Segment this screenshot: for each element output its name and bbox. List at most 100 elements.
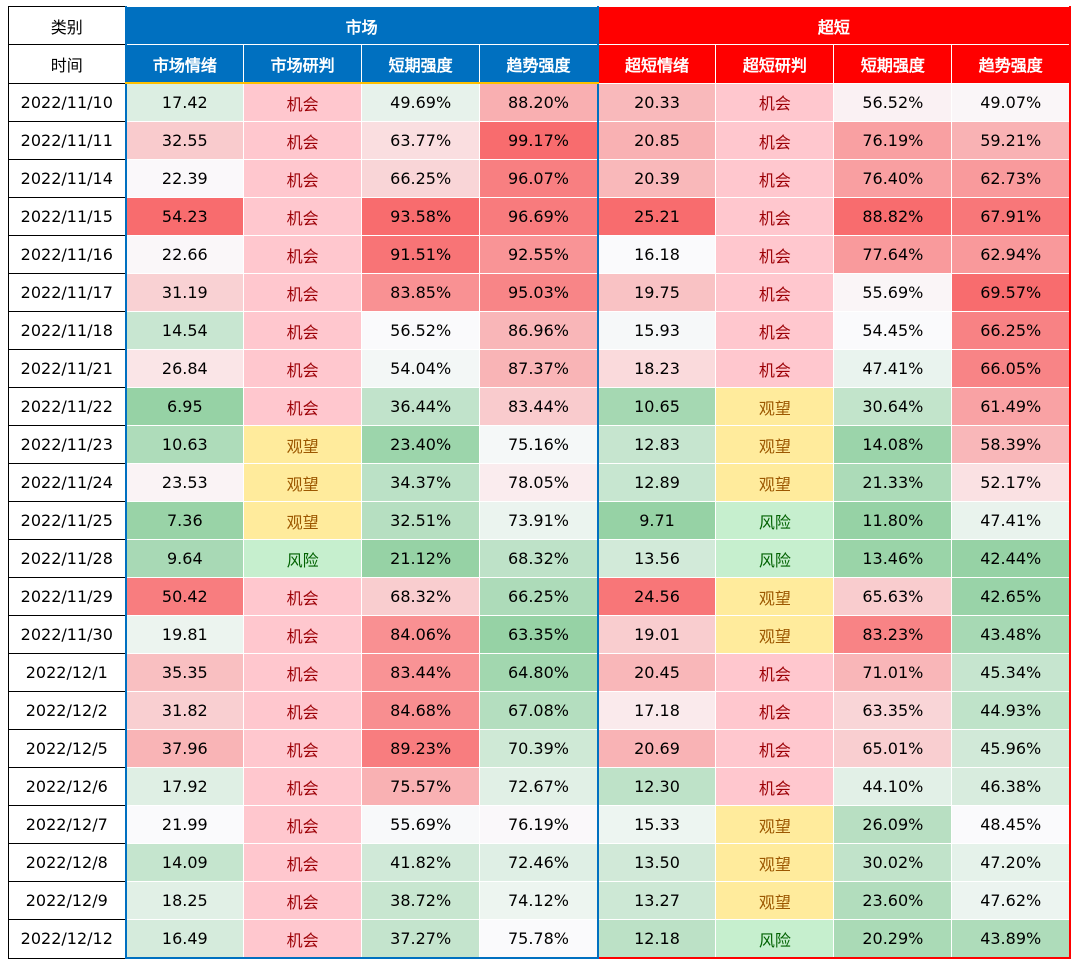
date-cell: 2022/11/29 [7,577,127,616]
header-cell: 短期强度 [361,44,481,84]
value-cell: 67.91% [951,197,1072,236]
value-cell: 83.44% [479,387,599,426]
date-cell: 2022/11/30 [7,615,127,654]
value-cell: 37.96 [124,729,245,768]
value-cell: 7.36 [124,501,245,540]
value-cell: 20.45 [596,653,717,692]
date-cell: 2022/11/22 [7,387,127,426]
date-cell: 2022/11/15 [7,197,127,236]
value-cell: 63.77% [361,121,481,160]
value-cell: 15.93 [596,311,717,350]
judgement-cell: 机会 [715,121,835,160]
date-cell: 2022/11/28 [7,539,127,578]
judgement-cell: 机会 [243,349,363,388]
value-cell: 21.33% [833,463,953,502]
judgement-cell: 风险 [243,539,363,578]
judgement-cell: 机会 [243,159,363,198]
judgement-cell: 机会 [243,197,363,236]
value-cell: 56.52% [833,82,953,122]
value-cell: 89.23% [361,729,481,768]
value-cell: 31.82 [124,691,245,730]
value-cell: 41.82% [361,843,481,882]
value-cell: 83.44% [361,653,481,692]
value-cell: 23.60% [833,881,953,920]
value-cell: 19.01 [596,615,717,654]
value-cell: 87.37% [479,349,599,388]
value-cell: 65.63% [833,577,953,616]
data-row: 2022/12/7 21.99 机会 55.69% 76.19% 15.33 观望 26.09… [7,805,1072,844]
value-cell: 42.44% [951,539,1072,578]
value-cell: 56.52% [361,311,481,350]
value-cell: 35.35 [124,653,245,692]
date-cell: 2022/11/11 [7,121,127,160]
judgement-cell: 机会 [715,767,835,806]
value-cell: 83.23% [833,615,953,654]
judgement-cell: 机会 [715,197,835,236]
value-cell: 18.25 [124,881,245,920]
value-cell: 14.54 [124,311,245,350]
judgement-cell: 机会 [715,235,835,274]
value-cell: 62.73% [951,159,1072,198]
value-cell: 91.51% [361,235,481,274]
value-cell: 48.45% [951,805,1072,844]
data-row: 2022/11/14 22.39 机会 66.25% 96.07% 20.39 机会 76.4… [7,159,1072,198]
date-cell: 2022/12/8 [7,843,127,882]
date-cell: 2022/11/18 [7,311,127,350]
value-cell: 18.23 [596,349,717,388]
value-cell: 30.64% [833,387,953,426]
value-cell: 92.55% [479,235,599,274]
value-cell: 9.64 [124,539,245,578]
value-cell: 88.82% [833,197,953,236]
date-cell: 2022/11/16 [7,235,127,274]
value-cell: 93.58% [361,197,481,236]
data-row: 2022/11/25 7.36 观望 32.51% 73.91% 9.71 风险 11.80%… [7,501,1072,540]
value-cell: 75.57% [361,767,481,806]
value-cell: 20.39 [596,159,717,198]
judgement-cell: 观望 [715,463,835,502]
date-cell: 2022/11/21 [7,349,127,388]
data-row: 2022/12/5 37.96 机会 89.23% 70.39% 20.69 机会 65.01… [7,729,1072,768]
judgement-cell: 机会 [243,729,363,768]
header-cell: 趋势强度 [479,44,599,84]
data-row: 2022/12/8 14.09 机会 41.82% 72.46% 13.50 观望 30.02… [7,843,1072,882]
judgement-cell: 机会 [243,843,363,882]
data-row: 2022/11/11 32.55 机会 63.77% 99.17% 20.85 机会 76.1… [7,121,1072,160]
value-cell: 65.01% [833,729,953,768]
value-cell: 54.45% [833,311,953,350]
value-cell: 21.99 [124,805,245,844]
judgement-cell: 机会 [243,919,363,959]
header-cell: 超短研判 [715,44,835,84]
value-cell: 77.64% [833,235,953,274]
value-cell: 34.37% [361,463,481,502]
header-cell: 类别 [7,6,127,45]
value-cell: 66.25% [361,159,481,198]
column-header-row: 时间 市场情绪 市场研判 短期强度 趋势强度 超短情绪 超短研判 短期强度 趋势强度 [7,44,1072,84]
signal-table: 类别 市场 超短 时间 市场情绪 市场研判 短期强度 趋势强度 超短情绪 超短研判 短期强度趋… [7,6,1072,959]
value-cell: 52.17% [951,463,1072,502]
value-cell: 64.80% [479,653,599,692]
value-cell: 49.69% [361,82,481,122]
judgement-cell: 观望 [715,843,835,882]
value-cell: 63.35% [479,615,599,654]
data-row: 2022/11/10 17.42 机会 49.69% 88.20% 20.33 机会 56.5… [7,82,1072,122]
judgement-cell: 机会 [243,653,363,692]
data-row: 2022/11/23 10.63 观望 23.40% 75.16% 12.83 观望 14.0… [7,425,1072,464]
value-cell: 16.49 [124,919,245,959]
value-cell: 68.32% [361,577,481,616]
value-cell: 47.41% [833,349,953,388]
value-cell: 23.53 [124,463,245,502]
value-cell: 96.69% [479,197,599,236]
value-cell: 76.40% [833,159,953,198]
value-cell: 22.66 [124,235,245,274]
date-cell: 2022/12/5 [7,729,127,768]
value-cell: 38.72% [361,881,481,920]
judgement-cell: 观望 [243,501,363,540]
data-row: 2022/11/22 6.95 机会 36.44% 83.44% 10.65 观望 30.64… [7,387,1072,426]
value-cell: 25.21 [596,197,717,236]
value-cell: 84.06% [361,615,481,654]
value-cell: 63.35% [833,691,953,730]
date-cell: 2022/11/10 [7,82,127,122]
value-cell: 30.02% [833,843,953,882]
value-cell: 61.49% [951,387,1072,426]
